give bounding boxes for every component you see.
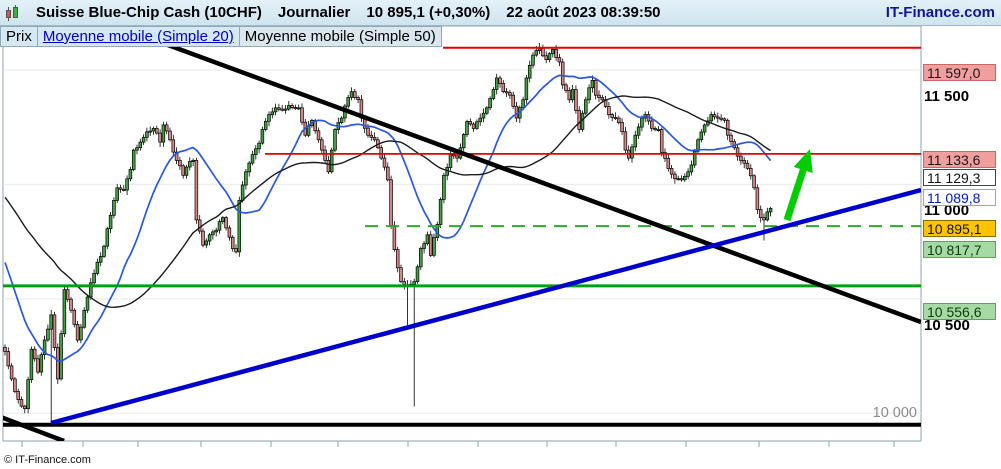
descending-black-parallel-trendline[interactable] bbox=[0, 415, 65, 441]
y-axis-tick-label: 10 500 bbox=[924, 316, 970, 334]
ascending-blue-trendline[interactable] bbox=[50, 187, 921, 426]
plot-background bbox=[2, 25, 922, 442]
y-axis-tick-label: 11 000 bbox=[924, 202, 970, 220]
up-arrow-head[interactable] bbox=[793, 149, 813, 174]
copyright-notice: © IT-Finance.com bbox=[4, 454, 91, 466]
sma50-line bbox=[4, 95, 771, 309]
tab-mm20[interactable]: Moyenne mobile (Simple 20) bbox=[37, 26, 240, 47]
candlestick-icon bbox=[6, 4, 20, 21]
brand-logo: IT-Finance.com bbox=[885, 4, 995, 21]
instrument-name: Suisse Blue-Chip Cash (10CHF) bbox=[36, 4, 262, 21]
price-label-chip: 11 089,8 bbox=[923, 188, 996, 206]
quote-datetime: 22 août 2023 08:39:50 bbox=[506, 4, 661, 21]
descending-black-trendline[interactable] bbox=[167, 42, 921, 325]
price-label-chip: 11 597,0 bbox=[923, 63, 996, 81]
y-axis-tick-label: 11 500 bbox=[924, 88, 970, 105]
price-label-chip: 11 133,6 bbox=[923, 150, 996, 168]
timeframe-label: Journalier bbox=[277, 4, 351, 21]
chart-header: Suisse Blue-Chip Cash (10CHF) Journalier… bbox=[0, 0, 1001, 26]
price-label-chip: 10 817,7 bbox=[923, 241, 996, 259]
price-chart[interactable]: 10 000 bbox=[0, 25, 1001, 469]
inside-grid-label: 10 000 bbox=[873, 405, 917, 421]
chart-area: 10 000 11 597,0 11 133,6 11 129,3 11 089,8 1… bbox=[0, 25, 1001, 469]
tab-prix[interactable]: Prix bbox=[0, 26, 38, 47]
up-arrow-shaft[interactable] bbox=[783, 168, 807, 222]
price-label-chip: 10 556,6 bbox=[923, 302, 996, 320]
price-label-chip: 10 895,1 bbox=[923, 220, 996, 238]
last-price-change: 10 895,1 (+0,30%) bbox=[366, 4, 491, 21]
tab-mm50[interactable]: Moyenne mobile (Simple 50) bbox=[239, 26, 442, 47]
indicator-tabs: Prix Moyenne mobile (Simple 20) Moyenne mo… bbox=[0, 26, 442, 47]
sma20-line bbox=[4, 74, 772, 363]
price-label-chip: 11 129,3 bbox=[923, 168, 996, 186]
